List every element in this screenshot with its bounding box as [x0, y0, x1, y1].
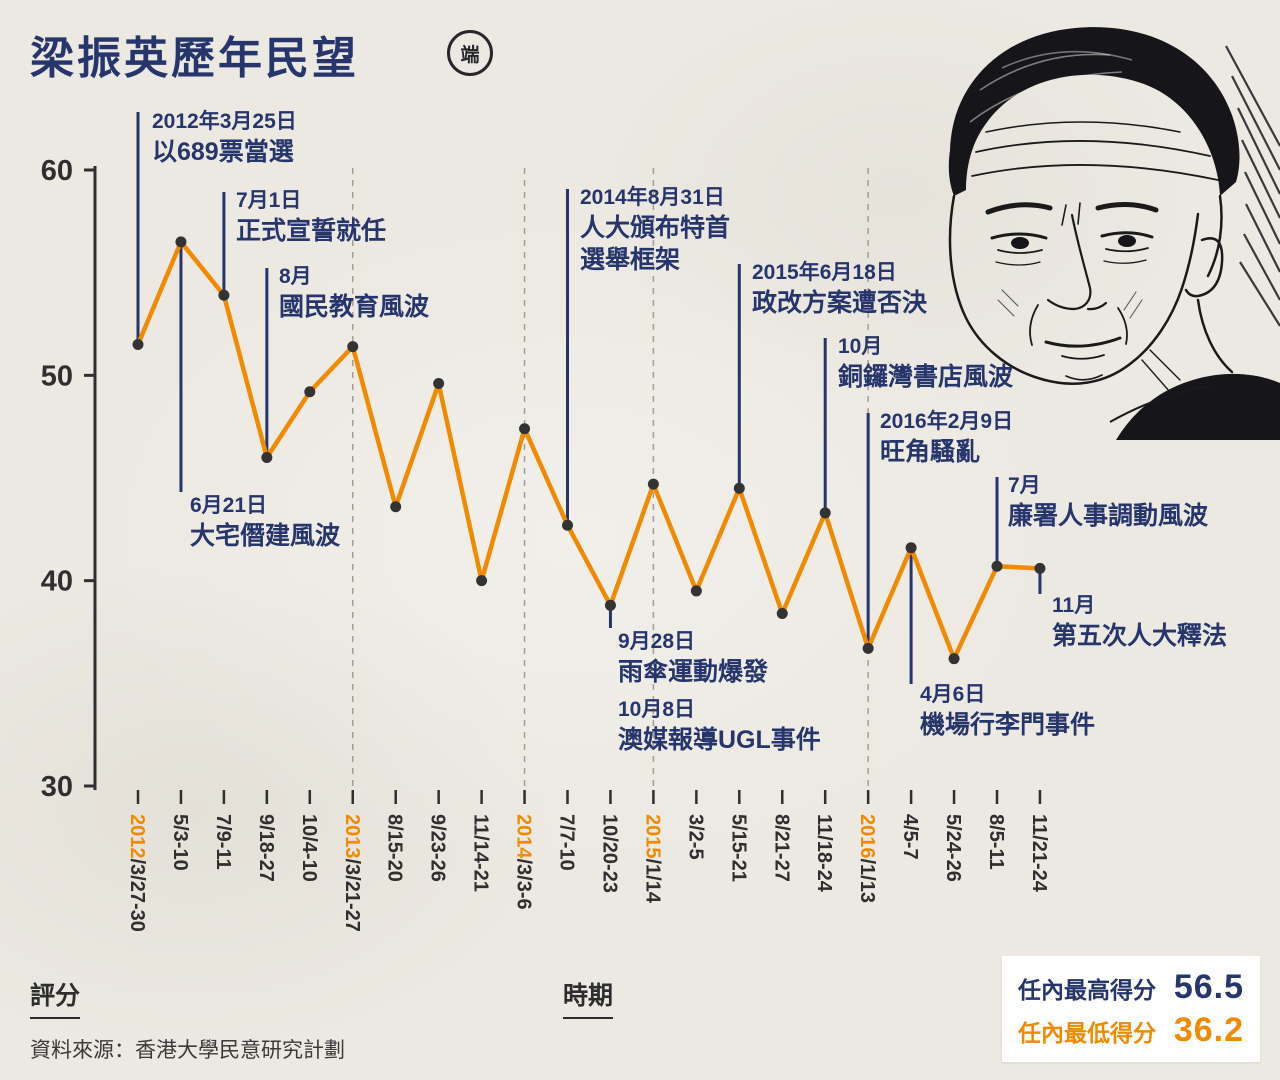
- data-point: [991, 560, 1003, 572]
- x-tick-label: 10/20-23: [598, 814, 620, 893]
- annotation-text: 10月: [838, 335, 882, 358]
- data-point: [218, 289, 230, 301]
- y-axis-caption: 評分: [30, 976, 81, 1019]
- highest-score-row: 任內最高得分 56.5: [1018, 968, 1244, 1007]
- x-tick-label: 11/18-24: [813, 814, 835, 893]
- annotation-text: 11月: [1052, 594, 1095, 617]
- y-tick-label: 30: [41, 771, 73, 803]
- x-tick-label: 9/23-26: [427, 814, 449, 882]
- y-tick-label: 40: [41, 566, 73, 598]
- x-tick-label: 10/4-10: [298, 814, 320, 882]
- x-tick-label: 5/24-26: [942, 814, 964, 882]
- data-point: [132, 339, 144, 351]
- annotation-text: 人大頒布特首: [580, 213, 730, 242]
- x-tick-label: 2015/1/14: [641, 814, 663, 904]
- data-point: [261, 451, 273, 463]
- lowest-score-row: 任內最低得分 36.2: [1018, 1011, 1244, 1050]
- x-tick-label: 8/5-11: [985, 814, 1007, 870]
- annotation-text: 8月: [279, 265, 312, 288]
- annotation-text: 2014年8月31日: [580, 185, 725, 209]
- annotation-text: 旺角騷亂: [880, 438, 980, 466]
- data-point: [948, 653, 960, 665]
- lowest-score-label: 任內最低得分: [1018, 1020, 1156, 1046]
- annotation-text: 10月8日: [618, 698, 695, 721]
- portrait-face: [948, 194, 1234, 393]
- annotation-text: 大宅僭建風波: [190, 521, 341, 550]
- annotation-text: 以689票當選: [152, 138, 294, 166]
- annotation-text: 7月1日: [236, 189, 301, 212]
- data-point: [690, 585, 702, 597]
- data-point: [390, 501, 402, 513]
- annotation-text: 機場行李門事件: [920, 711, 1095, 739]
- page-title: 梁振英歷年民望: [30, 34, 359, 83]
- highest-score-value: 56.5: [1173, 968, 1244, 1006]
- annotation-text: 廉署人事調動風波: [1008, 501, 1209, 530]
- data-point: [519, 423, 531, 435]
- initium-logo-icon: 端: [447, 30, 493, 76]
- annotation-text: 4月6日: [920, 683, 985, 706]
- y-tick-label: 60: [41, 155, 73, 187]
- x-tick-label: 9/18-27: [255, 814, 277, 882]
- data-point: [819, 507, 831, 519]
- portrait-hair: [948, 27, 1240, 196]
- annotation-text: 澳媒報導UGL事件: [618, 725, 821, 754]
- data-point: [862, 642, 874, 654]
- x-tick-label: 5/15-21: [727, 814, 749, 882]
- annotation-text: 國民教育風波: [279, 292, 430, 321]
- data-point: [905, 542, 917, 554]
- x-tick-label: 7/9-11: [212, 814, 234, 870]
- annotation-text: 政改方案遭否決: [752, 288, 928, 317]
- data-point: [1034, 562, 1046, 574]
- data-point: [604, 599, 616, 611]
- x-tick-label: 5/3-10: [169, 814, 191, 871]
- data-point: [562, 519, 573, 531]
- x-tick-label: 2014/3/3-6: [513, 814, 535, 910]
- data-point: [347, 341, 359, 353]
- annotation-text: 2012年3月25日: [152, 109, 297, 133]
- x-tick-label: 8/21-27: [770, 814, 792, 882]
- data-point: [733, 482, 745, 494]
- annotation-text: 2015年6月18日: [752, 260, 897, 284]
- portrait-features: [971, 121, 1219, 381]
- annotation-text: 正式宣誓就任: [236, 216, 386, 245]
- data-source-note: 資料來源：香港大學民意研究計劃: [30, 1039, 345, 1062]
- x-tick-label: 11/14-21: [470, 814, 492, 892]
- x-tick-label: 2013/3/21-27: [341, 814, 363, 932]
- x-tick-label: 3/2-5: [684, 814, 706, 860]
- annotation-text: 第五次人大釋法: [1052, 621, 1227, 650]
- data-point: [647, 478, 659, 490]
- portrait-background-hatching: [1225, 45, 1280, 327]
- x-tick-label: 11/21-24: [1028, 814, 1050, 893]
- cy-leung-portrait-illustration: [948, 27, 1280, 440]
- data-point: [476, 575, 488, 587]
- popularity-line: [135, 239, 1043, 661]
- x-tick-label: 8/15-20: [384, 814, 406, 882]
- score-summary-box: 任內最高得分 56.5 任內最低得分 36.2: [1002, 956, 1260, 1062]
- x-tick-label: 7/7-10: [556, 814, 578, 871]
- logo-glyph: 端: [460, 44, 480, 66]
- x-tick-label: 4/5-7: [899, 814, 921, 860]
- data-point: [175, 236, 187, 248]
- data-point: [433, 378, 445, 390]
- data-point: [304, 386, 316, 398]
- x-axis-caption: 時期: [563, 976, 614, 1019]
- y-tick-label: 50: [41, 360, 73, 392]
- annotation-text: 6月21日: [190, 494, 267, 517]
- annotation-text: 銅鑼灣書店風波: [838, 362, 1014, 391]
- annotation-text: 2016年2月9日: [880, 409, 1013, 433]
- lowest-score-value: 36.2: [1173, 1011, 1244, 1049]
- annotation-text: 7月: [1008, 474, 1041, 497]
- annotation-text: 9月28日: [618, 630, 695, 653]
- data-point: [776, 608, 788, 620]
- annotation-text: 選舉框架: [580, 246, 680, 274]
- portrait-collar: [1109, 373, 1280, 440]
- highest-score-label: 任內最高得分: [1018, 977, 1156, 1003]
- x-tick-label: 2012/3/27-30: [126, 814, 148, 932]
- x-tick-label: 2016/1/13: [856, 814, 878, 903]
- annotation-text: 雨傘運動爆發: [618, 657, 768, 686]
